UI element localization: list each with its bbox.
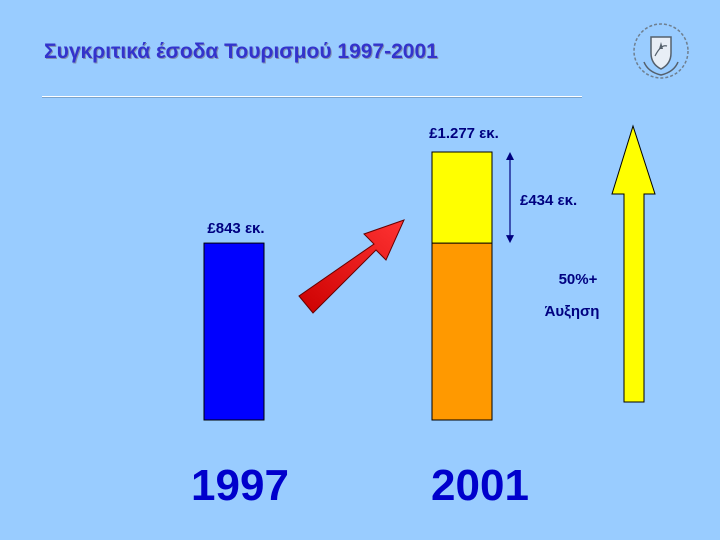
growth-arrow bbox=[611, 124, 656, 403]
category-label-1997: 1997 bbox=[191, 461, 289, 510]
data-label-2001: £1.277 εκ. bbox=[429, 125, 499, 142]
slide-title: Συγκριτικά έσοδα Τουρισμού 1997-2001 bbox=[44, 40, 438, 63]
data-label-1997: £843 εκ. bbox=[207, 220, 264, 237]
trend-arrow bbox=[298, 219, 405, 314]
increase-bracket bbox=[506, 152, 514, 244]
bar-1997 bbox=[203, 242, 265, 421]
bar-2001-increase bbox=[431, 151, 493, 244]
bar-2001-base bbox=[431, 242, 493, 421]
category-label-2001: 2001 bbox=[431, 461, 529, 510]
coat-of-arms-icon bbox=[633, 23, 689, 79]
increase-label: £434 εκ. bbox=[520, 192, 577, 209]
title-divider bbox=[42, 96, 582, 97]
growth-label: 50%+ bbox=[559, 271, 598, 288]
growth-sublabel: Άυξηση bbox=[545, 303, 600, 320]
